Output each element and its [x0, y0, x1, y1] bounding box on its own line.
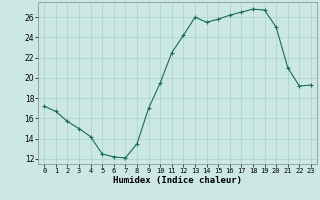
X-axis label: Humidex (Indice chaleur): Humidex (Indice chaleur) — [113, 176, 242, 185]
